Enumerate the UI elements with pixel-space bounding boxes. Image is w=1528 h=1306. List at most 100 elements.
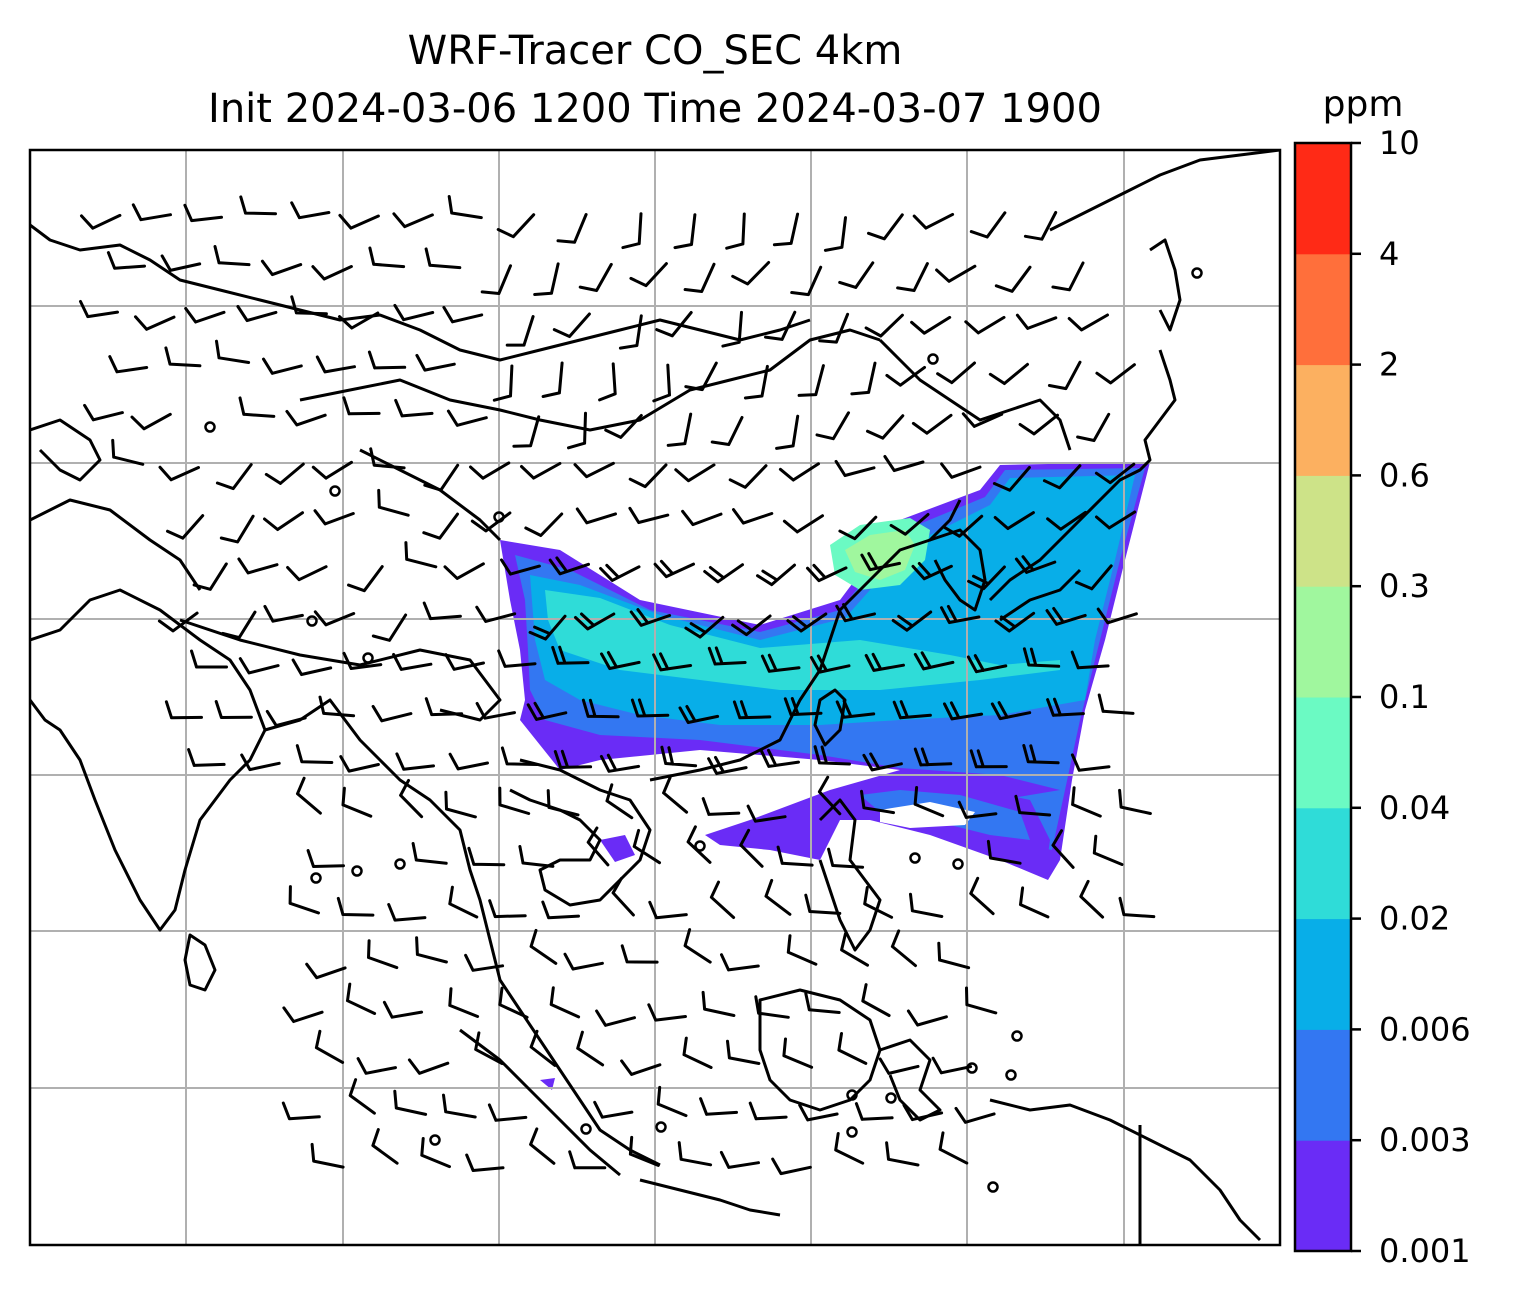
calm-wind-circle — [1005, 1069, 1017, 1081]
wind-barb — [652, 363, 671, 403]
wind-barb — [371, 1128, 399, 1165]
wind-barb — [598, 362, 617, 402]
colorbar-tick-label: 4 — [1379, 235, 1399, 273]
wind-barb — [512, 415, 541, 448]
wind-barb — [823, 216, 847, 252]
wind-barb — [892, 700, 932, 720]
calm-wind-circle — [1011, 1030, 1023, 1042]
calm-wind-circle — [987, 1181, 999, 1193]
colorbar-swatch — [1295, 1140, 1351, 1252]
wind-barb — [867, 213, 904, 241]
coast-srilanka — [183, 933, 217, 992]
wind-barb — [629, 608, 672, 627]
wind-barb — [318, 695, 356, 718]
wind-barb — [237, 557, 279, 575]
wind-barb — [699, 1097, 738, 1116]
wind-barb — [442, 305, 484, 324]
coast-caspian-west — [30, 418, 102, 482]
wind-barb — [913, 651, 955, 671]
calm-wind-circle — [846, 1126, 858, 1138]
wind-barb — [993, 511, 1035, 530]
wind-barb — [377, 488, 410, 517]
wind-barb — [628, 1135, 660, 1167]
wind-barb — [342, 651, 383, 670]
wind-barb — [474, 1031, 504, 1066]
wind-barb — [394, 398, 434, 418]
wind-barb — [806, 563, 848, 583]
wind-barb — [593, 1100, 634, 1119]
wind-barb — [568, 1150, 607, 1170]
wind-barb — [1095, 510, 1137, 530]
wind-barb — [885, 365, 926, 387]
wind-barb — [911, 413, 953, 435]
wind-barb — [492, 364, 514, 402]
wind-barb — [448, 885, 479, 919]
wind-barb — [756, 563, 796, 587]
wind-barb — [563, 952, 604, 971]
wind-barb — [356, 1057, 397, 1075]
wind-barb — [219, 514, 255, 544]
wind-barb — [890, 929, 917, 968]
wind-barb — [938, 1131, 969, 1165]
wind-barb — [943, 514, 984, 538]
coast-bay-bengal — [264, 698, 661, 1167]
wind-barb — [786, 612, 828, 633]
wind-barb — [719, 1150, 760, 1169]
wind-barb — [529, 928, 558, 965]
wind-barb — [158, 465, 200, 482]
wind-barb — [448, 752, 489, 771]
wind-barb — [131, 203, 172, 222]
wind-barb — [524, 512, 564, 537]
wind-barb — [937, 941, 971, 970]
wind-barb — [157, 611, 199, 633]
wind-barb — [262, 357, 303, 375]
wind-barb — [707, 646, 747, 666]
wind-barb — [1097, 693, 1135, 715]
wind-barb — [111, 438, 145, 466]
wind-barb — [469, 461, 511, 480]
wind-barb — [913, 747, 953, 767]
wind-barb — [732, 508, 774, 525]
wind-barb — [263, 511, 304, 531]
wind-barb — [1051, 261, 1085, 292]
wind-barb — [541, 361, 564, 398]
wind-barb — [891, 610, 933, 632]
wind-barb — [215, 339, 251, 364]
wind-barb — [1092, 834, 1124, 866]
wind-barb — [444, 653, 485, 671]
wind-barb — [969, 876, 995, 916]
wind-barb — [347, 565, 384, 593]
colorbar-swatch — [1295, 807, 1351, 920]
wind-barb — [600, 651, 641, 670]
wind-barb — [620, 944, 659, 964]
border-manchuria — [878, 338, 1072, 451]
wind-barb — [488, 899, 527, 919]
wind-barb — [338, 213, 380, 230]
colorbar-swatch — [1295, 475, 1351, 587]
wind-barb — [797, 364, 825, 397]
wind-barb — [834, 459, 876, 477]
wind-barb — [771, 1157, 812, 1176]
wind-barb — [424, 697, 464, 717]
colorbar-tick-label: 0.3 — [1379, 567, 1430, 605]
wind-barb — [931, 1056, 973, 1075]
wind-barb — [239, 195, 277, 216]
wind-barb — [1118, 896, 1156, 919]
wind-barb — [556, 213, 588, 244]
wind-barb — [682, 1036, 713, 1069]
wind-barb — [850, 361, 877, 396]
plume-layer-002 — [545, 590, 1060, 690]
wind-barb — [382, 1000, 424, 1019]
wind-barb — [1014, 555, 1057, 574]
wind-barb — [160, 254, 202, 272]
wind-barb — [838, 515, 878, 541]
wind-barb — [764, 310, 797, 341]
wind-barb — [578, 262, 613, 292]
wind-barb — [743, 364, 769, 400]
colorbar-tick-label: 0.001 — [1379, 1232, 1471, 1270]
wind-barb — [422, 512, 459, 540]
coast-china-south — [649, 499, 962, 782]
calm-wind-circle — [351, 865, 363, 877]
wind-barb — [957, 800, 998, 819]
